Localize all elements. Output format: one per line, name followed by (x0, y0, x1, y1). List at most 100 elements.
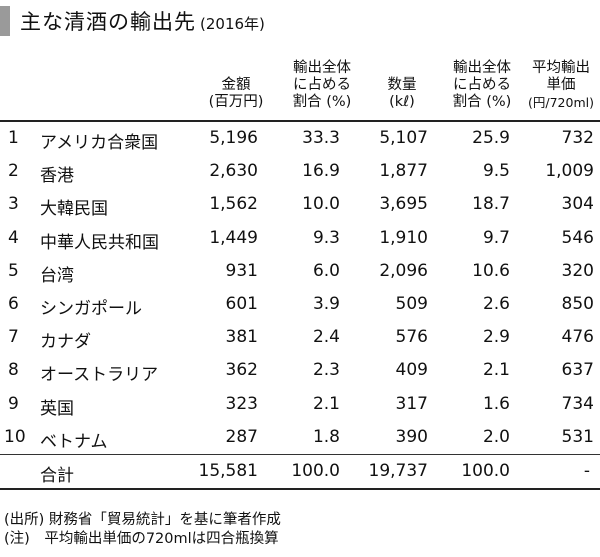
total-unit-price: - (583, 461, 590, 481)
table-bottom-rule (0, 488, 600, 490)
table-row: 2 香港 2,630 16.9 1,877 9.5 1,009 (0, 155, 600, 188)
volume-share-cell: 2.1 (482, 360, 510, 381)
value-cell: 381 (225, 327, 258, 348)
annotation-note: (注) 平均輸出単価の720mlは四合瓶換算 (4, 531, 279, 547)
unit-price-cell: 546 (561, 227, 594, 248)
table-top-rule (0, 120, 600, 122)
volume-cell: 3,695 (379, 194, 428, 215)
value-share-cell: 2.1 (312, 393, 340, 414)
volume-cell: 1,877 (379, 161, 428, 182)
volume-cell: 5,107 (379, 128, 428, 148)
volume-cell: 1,910 (379, 227, 428, 248)
title-row: 主な清酒の輸出先 (2016年) (0, 6, 265, 36)
page-subtitle: (2016年) (200, 14, 265, 33)
title-accent-bar (0, 6, 10, 36)
header-volume-share-line2: に占める (453, 77, 511, 93)
header-value-line2: (百万円) (208, 94, 264, 110)
page-title: 主な清酒の輸出先 (20, 10, 196, 34)
country-name: 台湾 (40, 265, 74, 286)
header-value-share-line2: に占める (293, 77, 351, 93)
unit-price-cell: 637 (561, 360, 594, 381)
total-row: 合計 15,581 100.0 19,737 100.0 - (0, 455, 600, 488)
value-cell: 931 (225, 260, 258, 281)
volume-share-cell: 10.6 (472, 260, 510, 281)
volume-cell: 390 (395, 426, 428, 447)
value-cell: 287 (225, 426, 258, 447)
value-share-cell: 9.3 (312, 227, 340, 248)
footnotes: (出所) 財務省「貿易統計」を基に筆者作成 (注) 平均輸出単価の720mlは四… (4, 511, 281, 549)
value-share-cell: 2.4 (312, 327, 340, 348)
row-number: 3 (8, 194, 19, 215)
row-number: 5 (8, 260, 19, 281)
header-value-share-line1: 輸出全体 (293, 60, 351, 76)
header-unit-price-line2: 単価 (546, 77, 576, 93)
unit-price-cell: 531 (561, 426, 594, 447)
value-cell: 323 (225, 393, 258, 414)
row-number: 6 (8, 293, 19, 314)
country-name: 香港 (40, 166, 74, 187)
header-unit-price-line1: 平均輸出 (532, 60, 590, 76)
header-volume: 数量 (kℓ) (372, 77, 432, 111)
country-name: カナダ (40, 332, 91, 353)
volume-share-cell: 2.6 (482, 293, 510, 314)
country-name: シンガポール (40, 298, 142, 319)
value-cell: 1,562 (209, 194, 258, 215)
value-cell: 2,630 (209, 161, 258, 182)
value-cell: 1,449 (209, 227, 258, 248)
row-number: 1 (8, 128, 19, 148)
header-value: 金額 (百万円) (196, 77, 276, 111)
value-share-cell: 33.3 (302, 128, 340, 148)
row-number: 7 (8, 327, 19, 348)
unit-price-cell: 304 (561, 194, 594, 215)
country-name: 英国 (40, 398, 74, 419)
volume-share-cell: 25.9 (472, 128, 510, 148)
volume-share-cell: 9.7 (482, 227, 510, 248)
unit-price-cell: 1,009 (545, 161, 594, 182)
table-row: 5 台湾 931 6.0 2,096 10.6 320 (0, 255, 600, 288)
volume-cell: 509 (395, 293, 428, 314)
header-value-line1: 金額 (221, 77, 251, 93)
header-volume-share-line3: 割合 (%) (452, 94, 512, 110)
unit-price-cell: 850 (561, 293, 594, 314)
table-row: 8 オーストラリア 362 2.3 409 2.1 637 (0, 354, 600, 387)
row-number: 2 (8, 161, 19, 182)
total-volume-share: 100.0 (461, 461, 510, 481)
volume-cell: 576 (395, 327, 428, 348)
table-row: 1 アメリカ合衆国 5,196 33.3 5,107 25.9 732 (0, 122, 600, 155)
country-name: 中華人民共和国 (40, 232, 159, 253)
total-label: 合計 (40, 466, 74, 486)
header-volume-line2: (kℓ) (389, 94, 415, 110)
table-row: 4 中華人民共和国 1,449 9.3 1,910 9.7 546 (0, 222, 600, 255)
header-unit-price: 平均輸出 単価 (円/720ml) (522, 60, 600, 111)
table-row: 9 英国 323 2.1 317 1.6 734 (0, 388, 600, 421)
table-header: 金額 (百万円) 輸出全体 に占める 割合 (%) 数量 (kℓ) 輸出全体 に… (0, 60, 600, 118)
volume-share-cell: 2.0 (482, 426, 510, 447)
row-number: 4 (8, 227, 19, 248)
volume-share-cell: 18.7 (472, 194, 510, 215)
value-cell: 601 (225, 293, 258, 314)
country-name: アメリカ合衆国 (40, 133, 159, 153)
header-unit-price-line3: (円/720ml) (528, 95, 594, 110)
unit-price-cell: 320 (561, 260, 594, 281)
volume-share-cell: 9.5 (482, 161, 510, 182)
table-row: 10 ベトナム 287 1.8 390 2.0 531 (0, 421, 600, 454)
country-name: オーストラリア (40, 365, 159, 386)
total-value: 15,581 (198, 461, 258, 481)
header-value-share: 輸出全体 に占める 割合 (%) (280, 60, 364, 111)
unit-price-cell: 732 (561, 128, 594, 148)
table-body: 1 アメリカ合衆国 5,196 33.3 5,107 25.9 732 2 香港… (0, 122, 600, 454)
volume-cell: 2,096 (379, 260, 428, 281)
row-number: 8 (8, 360, 19, 381)
value-share-cell: 3.9 (312, 293, 340, 314)
row-number: 9 (8, 393, 19, 414)
total-value-share: 100.0 (291, 461, 340, 481)
table-row: 3 大韓民国 1,562 10.0 3,695 18.7 304 (0, 188, 600, 221)
table-row: 7 カナダ 381 2.4 576 2.9 476 (0, 321, 600, 354)
header-volume-share: 輸出全体 に占める 割合 (%) (440, 60, 524, 111)
header-volume-share-line1: 輸出全体 (453, 60, 511, 76)
total-separator-rule (0, 454, 600, 455)
header-volume-line1: 数量 (387, 77, 417, 93)
value-share-cell: 10.0 (302, 194, 340, 215)
value-cell: 5,196 (209, 128, 258, 148)
value-share-cell: 1.8 (312, 426, 340, 447)
